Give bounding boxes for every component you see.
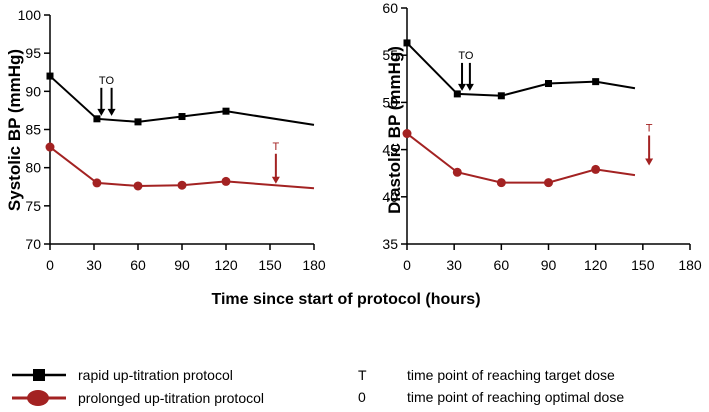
legend-note-target: T time point of reaching target dose: [358, 367, 615, 383]
x-tick-label: 90: [174, 257, 190, 273]
legend-note-optimal: 0 time point of reaching optimal dose: [358, 389, 624, 405]
rapid-data-point: [178, 113, 186, 121]
x-tick-label: 180: [678, 257, 702, 273]
annotation-label: TO: [458, 50, 474, 62]
legend-rapid-label: rapid up-titration protocol: [78, 367, 233, 383]
x-tick-label: 180: [302, 257, 326, 273]
y-tick-label: 50: [382, 94, 398, 110]
prolonged-data-point: [133, 181, 143, 191]
x-tick-label: 90: [541, 257, 557, 273]
y-tick-label: 85: [25, 122, 41, 138]
rapid-series-line: [406, 42, 636, 97]
prolonged-data-point: [177, 180, 187, 190]
y-tick-label: 45: [382, 142, 398, 158]
legend-note-t-text: time point of reaching target dose: [407, 367, 615, 383]
prolonged-data-point: [92, 178, 102, 188]
annotation-label: T: [272, 141, 279, 153]
x-tick-label: 150: [631, 257, 655, 273]
annotation-arrowhead: [645, 158, 654, 166]
x-tick-label: 60: [494, 257, 510, 273]
prolonged-data-point: [45, 142, 55, 152]
rapid-data-point: [545, 80, 552, 88]
rapid-data-point: [46, 72, 54, 80]
x-axis-label: Time since start of protocol (hours): [211, 291, 480, 308]
x-tick-label: 0: [46, 257, 54, 273]
annotation-label: TO: [99, 75, 115, 87]
x-tick-label: 150: [258, 257, 282, 273]
y-tick-label: 100: [18, 7, 42, 23]
x-tick-label: 120: [584, 257, 608, 273]
legend-note-o-text: time point of reaching optimal dose: [407, 389, 624, 405]
x-tick-label: 60: [130, 257, 146, 273]
rapid-series-line: [49, 75, 315, 126]
annotation-arrowhead: [107, 108, 116, 116]
rapid-data-point: [453, 90, 461, 98]
rapid-data-point: [222, 107, 230, 115]
annotation-arrowhead: [465, 83, 474, 91]
prolonged-data-point: [452, 167, 462, 177]
x-tick-label: 0: [403, 257, 411, 273]
prolonged-series-line: [49, 146, 315, 190]
legend-note-o-symbol: 0: [358, 389, 366, 405]
annotation-arrowhead: [458, 83, 467, 91]
prolonged-data-point: [221, 176, 231, 186]
rapid-data-point: [592, 78, 600, 86]
x-tick-label: 30: [446, 257, 462, 273]
y-tick-label: 80: [25, 160, 41, 176]
x-tick-label: 120: [214, 257, 238, 273]
annotation-arrowhead: [97, 108, 106, 116]
prolonged-data-point: [591, 164, 601, 174]
legend-prolonged-label: prolonged up-titration protocol: [78, 390, 264, 406]
rapid-data-point: [134, 118, 142, 126]
legend: rapid up-titration protocol prolonged up…: [12, 367, 624, 406]
annotation-arrowhead: [271, 176, 280, 184]
legend-prolonged-circle-marker: [27, 390, 49, 406]
y-tick-label: 35: [382, 236, 398, 252]
annotation-label: T: [646, 122, 653, 134]
y-tick-label: 60: [382, 0, 398, 16]
systolic-bp-chart: 70 75 80 85 90 95 100 0 30 60 90 120 150 180 Systolic …: [5, 7, 326, 273]
legend-item-rapid: rapid up-titration protocol: [12, 367, 233, 383]
prolonged-data-point: [544, 178, 553, 188]
prolonged-series-line: [406, 132, 636, 184]
y-axis-label: Diastolic BP (mmHg): [385, 46, 404, 214]
prolonged-data-point: [496, 178, 506, 188]
legend-rapid-square-marker: [33, 369, 45, 381]
y-tick-label: 40: [382, 189, 398, 205]
rapid-data-point: [403, 39, 411, 47]
x-tick-label: 30: [86, 257, 102, 273]
y-tick-label: 95: [25, 45, 41, 61]
y-axis-label: Systolic BP (mmHg): [5, 49, 24, 211]
diastolic-bp-chart: 35 40 45 50 55 60 0 30 60 90 120 150 180 Diastolic BP…: [382, 0, 701, 273]
prolonged-data-point: [402, 129, 412, 139]
legend-note-t-symbol: T: [358, 367, 367, 383]
y-tick-label: 70: [25, 236, 41, 252]
legend-item-prolonged: prolonged up-titration protocol: [12, 390, 264, 406]
y-tick-label: 55: [382, 47, 398, 63]
y-tick-label: 90: [25, 83, 41, 99]
y-tick-label: 75: [25, 198, 41, 214]
rapid-data-point: [497, 92, 505, 100]
rapid-data-point: [93, 115, 101, 123]
